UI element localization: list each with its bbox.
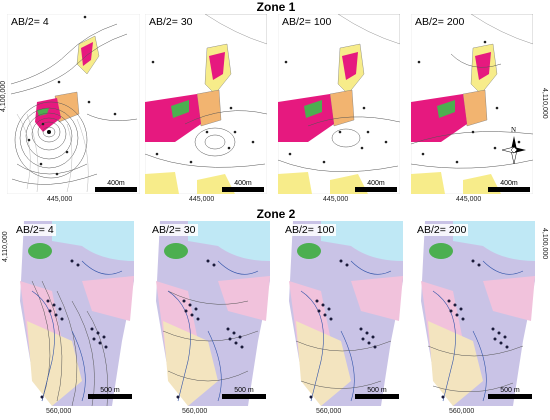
zone1-y-coord-right: 4,110,000 bbox=[541, 88, 548, 119]
zone1-x-coord-3: 445,000 bbox=[323, 196, 349, 203]
zone2-panel-3-label: AB/2= 100 bbox=[283, 224, 337, 236]
zone2-map-1 bbox=[20, 221, 134, 406]
north-label: N bbox=[511, 126, 517, 134]
zone1-scalebar-1-label: 400m bbox=[107, 180, 125, 187]
zone2-scalebar-4-bar bbox=[488, 394, 532, 399]
zone1-scalebar-3-bar bbox=[355, 187, 397, 192]
zone1-x-coord-1: 445,000 bbox=[47, 196, 73, 203]
zone2-x-coord-1: 560,000 bbox=[46, 408, 72, 415]
zone1-panel-1-label: AB/2= 4 bbox=[9, 16, 51, 28]
zone2-scalebar-2-bar bbox=[222, 394, 266, 399]
zone1-scalebar-2: 400m bbox=[222, 180, 264, 192]
zone1-title: Zone 1 bbox=[256, 0, 296, 14]
zone2-map-panel-2 bbox=[148, 221, 270, 406]
zone1-panel-2-label: AB/2= 30 bbox=[147, 16, 195, 28]
zone2-scalebar-2-label: 500 m bbox=[234, 387, 254, 394]
zone2-scalebar-3-bar bbox=[355, 394, 399, 399]
zone1-map-panel-2 bbox=[145, 14, 267, 194]
zone2-map-3 bbox=[289, 221, 403, 406]
zone1-map-2 bbox=[145, 14, 267, 194]
zone1-x-coord-4: 445,000 bbox=[456, 196, 482, 203]
zone2-scalebar-1-bar bbox=[88, 394, 132, 399]
zone1-y-coord-left: 4,100,000 bbox=[0, 80, 7, 112]
north-arrow-icon: N bbox=[500, 126, 528, 170]
zone1-scalebar-1: 400m bbox=[95, 180, 137, 192]
zone2-scalebar-1: 500 m bbox=[88, 387, 132, 399]
zone2-map-panel-3 bbox=[281, 221, 403, 406]
zone1-scalebar-2-label: 400m bbox=[234, 180, 252, 187]
zone2-scalebar-3: 500 m bbox=[355, 387, 399, 399]
zone1-scalebar-4: 400m bbox=[488, 180, 530, 192]
zone1-scalebar-4-bar bbox=[488, 187, 530, 192]
zone1-x-coord-2: 445,000 bbox=[189, 196, 215, 203]
zone1-map-panel-1 bbox=[7, 14, 140, 194]
zone2-panel-4-label: AB/2= 200 bbox=[415, 224, 469, 236]
zone1-scalebar-3: 400m bbox=[355, 180, 397, 192]
zone2-scalebar-4-label: 500 m bbox=[500, 387, 520, 394]
zone1-panel-4-label: AB/2= 200 bbox=[413, 16, 467, 28]
zone1-panel-3-label: AB/2= 100 bbox=[280, 16, 334, 28]
zone1-scalebar-2-bar bbox=[222, 187, 264, 192]
zone1-map-4 bbox=[411, 14, 533, 194]
zone1-map-panel-3 bbox=[278, 14, 400, 194]
zone1-scalebar-3-label: 400m bbox=[367, 180, 385, 187]
zone2-scalebar-2: 500 m bbox=[222, 387, 266, 399]
zone2-map-4 bbox=[421, 221, 535, 406]
zone2-panel-2-label: AB/2= 30 bbox=[150, 224, 198, 236]
zone2-title: Zone 2 bbox=[256, 207, 296, 221]
zone2-x-coord-3: 560,000 bbox=[316, 408, 342, 415]
zone2-y-coord-right: 4,100,000 bbox=[541, 228, 548, 260]
zone2-scalebar-3-label: 500 m bbox=[367, 387, 387, 394]
zone1-map-3 bbox=[278, 14, 400, 194]
zone1-scalebar-4-label: 400m bbox=[500, 180, 518, 187]
zone1-map-1 bbox=[7, 14, 140, 194]
zone1-map-panel-4 bbox=[411, 14, 533, 194]
zone1-scalebar-1-bar bbox=[95, 187, 137, 192]
zone2-map-2 bbox=[156, 221, 270, 406]
zone2-map-panel-4 bbox=[413, 221, 535, 406]
zone2-x-coord-4: 560,000 bbox=[449, 408, 475, 415]
zone2-scalebar-1-label: 500 m bbox=[100, 387, 120, 394]
zone2-y-coord-left: 4,110,000 bbox=[2, 231, 9, 262]
zone2-map-panel-1 bbox=[12, 221, 134, 406]
zone2-panel-1-label: AB/2= 4 bbox=[14, 224, 56, 236]
zone2-scalebar-4: 500 m bbox=[488, 387, 532, 399]
zone2-x-coord-2: 560,000 bbox=[182, 408, 208, 415]
